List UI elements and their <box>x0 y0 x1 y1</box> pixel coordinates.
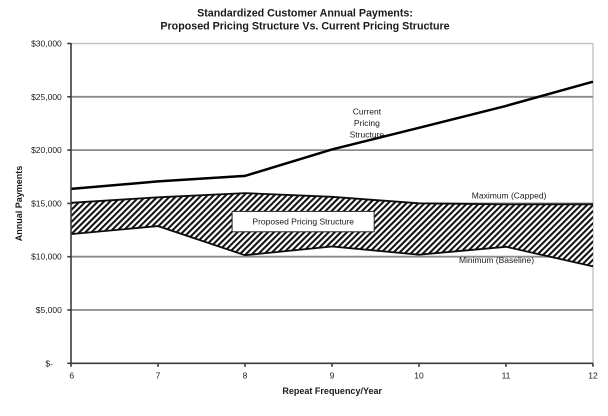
svg-text:Maximum (Capped): Maximum (Capped) <box>472 190 547 200</box>
svg-text:Structure: Structure <box>350 130 385 140</box>
svg-text:Standardized Customer Annual P: Standardized Customer Annual Payments: <box>197 7 413 19</box>
svg-text:$20,000: $20,000 <box>31 145 62 155</box>
svg-text:$5,000: $5,000 <box>36 305 62 315</box>
svg-text:Proposed Pricing Structure Vs.: Proposed Pricing Structure Vs. Current P… <box>160 20 449 32</box>
svg-text:Minimum (Baseline): Minimum (Baseline) <box>459 255 534 265</box>
svg-text:10: 10 <box>414 371 424 381</box>
svg-text:$15,000: $15,000 <box>31 198 62 208</box>
svg-text:$10,000: $10,000 <box>31 252 62 262</box>
svg-text:7: 7 <box>156 371 161 381</box>
svg-text:$30,000: $30,000 <box>31 39 62 49</box>
svg-text:6: 6 <box>69 371 74 381</box>
svg-text:$25,000: $25,000 <box>31 92 62 102</box>
svg-text:Repeat Frequency/Year: Repeat Frequency/Year <box>282 386 382 396</box>
svg-text:9: 9 <box>330 371 335 381</box>
svg-text:8: 8 <box>243 371 248 381</box>
svg-text:11: 11 <box>502 371 511 381</box>
svg-text:Proposed Pricing Structure: Proposed Pricing Structure <box>252 217 354 227</box>
svg-text:Current: Current <box>353 107 382 117</box>
svg-text:$-: $- <box>45 358 53 368</box>
svg-text:Annual Payments: Annual Payments <box>14 166 24 242</box>
svg-text:12: 12 <box>588 371 598 381</box>
svg-text:Pricing: Pricing <box>354 118 380 128</box>
